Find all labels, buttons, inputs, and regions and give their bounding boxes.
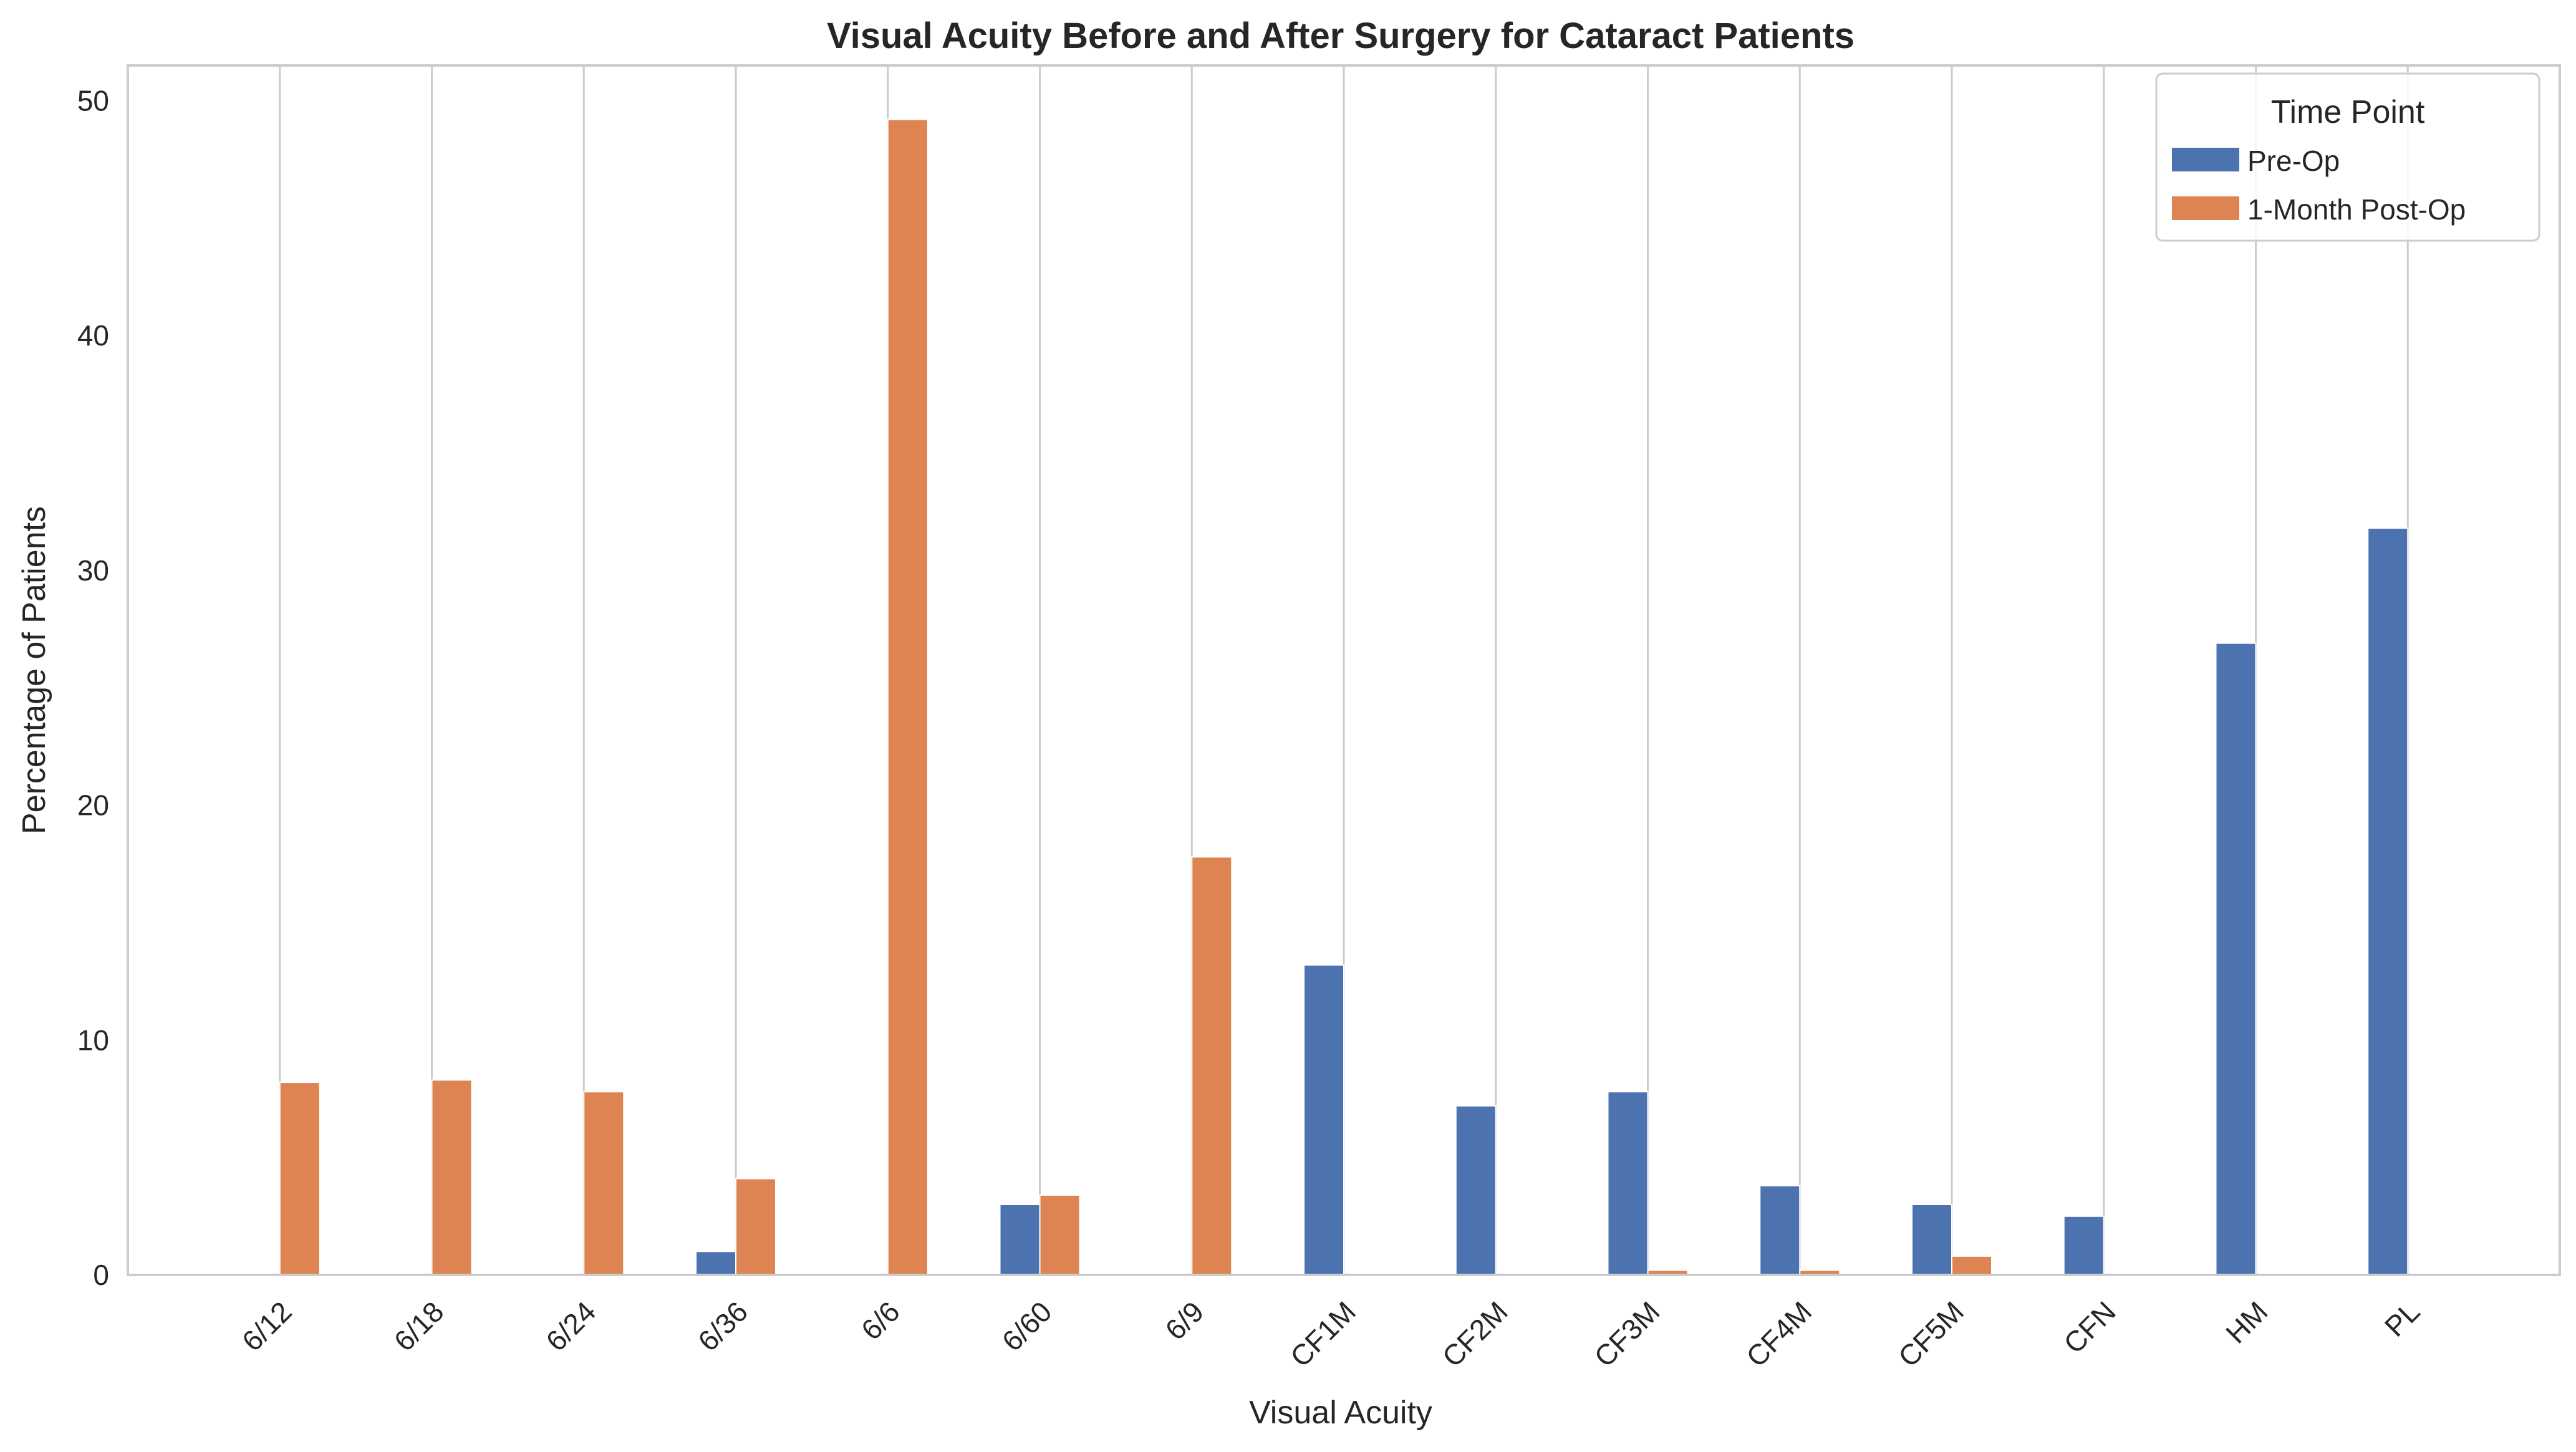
- bars: [279, 118, 2409, 1276]
- bar-pre-op: [1759, 1185, 1801, 1276]
- bar-pre-op: [2367, 527, 2409, 1276]
- bar-pre-op: [1911, 1203, 1952, 1276]
- y-tick-label: 10: [77, 1024, 109, 1056]
- bar-pre-op: [695, 1251, 736, 1276]
- bar-pre-op: [1455, 1105, 1497, 1276]
- bar-post-op: [1951, 1255, 1992, 1276]
- legend-title: Time Point: [2271, 94, 2425, 130]
- legend: Time Point Pre-Op 1-Month Post-Op: [2155, 72, 2540, 242]
- y-tick-label: 0: [93, 1259, 109, 1291]
- bar-post-op: [887, 118, 929, 1276]
- y-tick-label: 20: [77, 789, 109, 822]
- bar-pre-op: [1303, 964, 1344, 1276]
- y-tick-label: 40: [77, 319, 109, 352]
- legend-label: Pre-Op: [2247, 145, 2340, 177]
- bar-post-op: [279, 1082, 321, 1276]
- chart-title: Visual Acuity Before and After Surgery f…: [827, 16, 1855, 56]
- bar-pre-op: [2215, 642, 2257, 1276]
- bar-post-op: [583, 1091, 625, 1276]
- bar-post-op: [735, 1178, 776, 1276]
- legend-box: [2155, 72, 2540, 242]
- bar-pre-op: [1607, 1091, 1649, 1276]
- y-axis-label: Percentage of Patients: [16, 506, 52, 834]
- x-axis-label: Visual Acuity: [1249, 1395, 1432, 1431]
- plot-frame: [127, 64, 2561, 1276]
- bar-post-op: [1191, 856, 1233, 1276]
- y-tick-label: 30: [77, 554, 109, 587]
- legend-swatch-pre-op: [2172, 148, 2239, 171]
- bar-post-op: [431, 1079, 473, 1276]
- legend-swatch-post-op: [2172, 196, 2239, 220]
- bar-pre-op: [999, 1203, 1041, 1276]
- legend-items: Pre-Op 1-Month Post-Op: [2172, 145, 2466, 226]
- y-axis-ticks: 0 10 20 30 40 50: [77, 85, 109, 1291]
- y-tick-label: 50: [77, 85, 109, 117]
- legend-label: 1-Month Post-Op: [2247, 193, 2466, 226]
- bar-pre-op: [2063, 1215, 2105, 1276]
- bar-post-op: [1039, 1194, 1081, 1276]
